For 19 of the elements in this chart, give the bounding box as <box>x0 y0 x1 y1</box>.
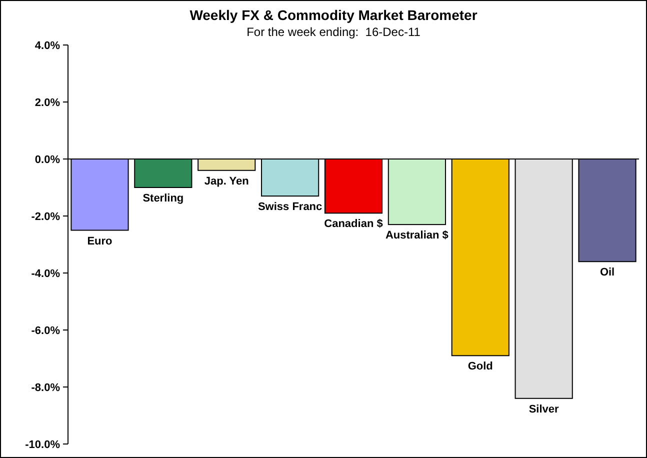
x-tick-label: Sterling <box>142 192 184 204</box>
y-tick-label: -6.0% <box>31 324 60 337</box>
x-tick-label: Swiss Franc <box>258 201 322 214</box>
chart-subtitle: For the week ending: 16-Dec-11 <box>246 25 421 39</box>
x-tick-label: Canadian $ <box>324 218 383 230</box>
y-tick-label: -2.0% <box>31 210 60 223</box>
y-tick-label: -10.0% <box>25 438 60 451</box>
y-tick-label: -4.0% <box>31 268 60 280</box>
x-tick-label: Oil <box>600 266 615 279</box>
chart-title: Weekly FX & Commodity Market Barometer <box>190 7 478 23</box>
x-tick-label: Euro <box>87 235 113 248</box>
y-tick-label: 2.0% <box>34 96 60 109</box>
x-tick-label: Silver <box>528 403 560 416</box>
y-tick-label: 0.0% <box>34 154 60 166</box>
x-tick-label: Gold <box>468 360 493 373</box>
x-tick-label: Australian $ <box>385 230 448 242</box>
x-tick-label: Jap. Yen <box>204 175 250 188</box>
y-tick-label: -8.0% <box>31 382 60 394</box>
y-tick-label: 4.0% <box>34 40 60 52</box>
